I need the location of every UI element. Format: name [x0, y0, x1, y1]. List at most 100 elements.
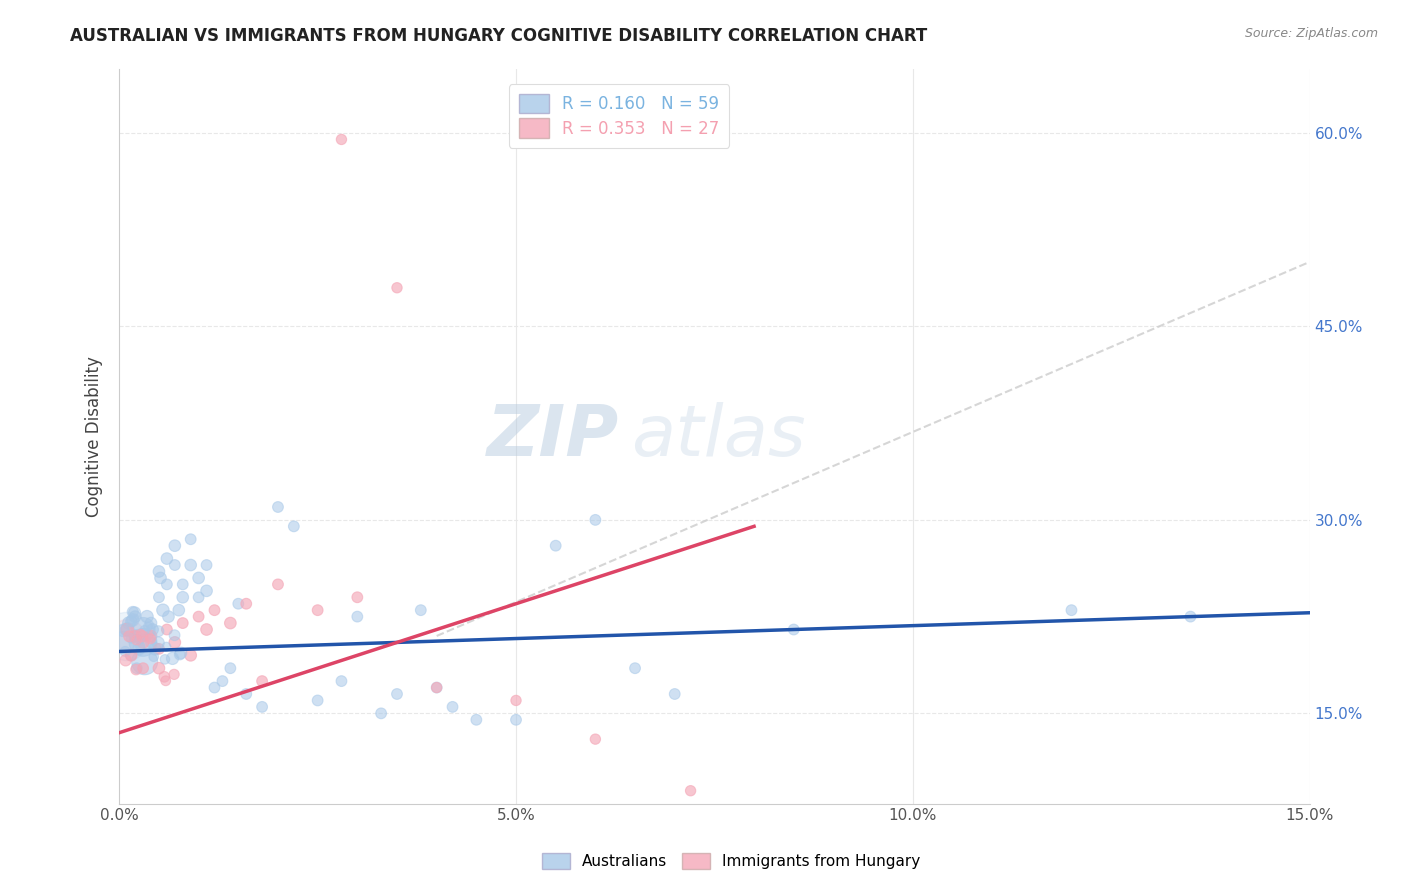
Point: [121, 605, 143, 619]
Point: [120, 648, 142, 663]
Point: [267, 577, 290, 591]
Point: [346, 591, 368, 605]
Point: [187, 591, 209, 605]
Point: [124, 629, 146, 643]
Point: [163, 667, 186, 681]
Point: [204, 681, 226, 695]
Point: [250, 699, 273, 714]
Y-axis label: Cognitive Disability: Cognitive Disability: [86, 356, 103, 516]
Point: [131, 629, 153, 643]
Point: [132, 661, 155, 675]
Point: [120, 614, 142, 628]
Point: [426, 681, 449, 695]
Point: [129, 627, 152, 641]
Point: [235, 597, 257, 611]
Point: [226, 597, 249, 611]
Point: [153, 670, 176, 684]
Point: [370, 706, 392, 721]
Point: [187, 609, 209, 624]
Point: [211, 674, 233, 689]
Point: [170, 646, 193, 660]
Point: [307, 603, 329, 617]
Point: [441, 699, 464, 714]
Text: AUSTRALIAN VS IMMIGRANTS FROM HUNGARY COGNITIVE DISABILITY CORRELATION CHART: AUSTRALIAN VS IMMIGRANTS FROM HUNGARY CO…: [70, 27, 928, 45]
Point: [148, 661, 170, 675]
Text: atlas: atlas: [631, 401, 806, 471]
Point: [111, 624, 134, 638]
Point: [128, 641, 150, 656]
Point: [1180, 609, 1202, 624]
Point: [139, 629, 162, 643]
Point: [163, 539, 186, 553]
Point: [235, 687, 257, 701]
Point: [142, 649, 165, 664]
Point: [134, 655, 156, 669]
Point: [129, 639, 152, 653]
Point: [162, 651, 184, 665]
Point: [132, 623, 155, 637]
Point: [283, 519, 305, 533]
Point: [180, 648, 202, 663]
Point: [172, 591, 194, 605]
Point: [118, 629, 141, 643]
Point: [505, 713, 527, 727]
Point: [132, 635, 155, 649]
Point: [155, 673, 177, 688]
Point: [204, 603, 226, 617]
Point: [155, 640, 177, 654]
Point: [267, 500, 290, 514]
Point: [172, 616, 194, 631]
Point: [142, 623, 165, 637]
Point: [783, 623, 806, 637]
Point: [163, 558, 186, 572]
Point: [112, 635, 135, 649]
Point: [125, 633, 148, 648]
Point: [195, 558, 218, 572]
Point: [180, 533, 202, 547]
Point: [163, 635, 186, 649]
Point: [136, 609, 159, 624]
Point: [115, 629, 138, 643]
Point: [330, 674, 353, 689]
Point: [219, 616, 242, 631]
Point: [134, 623, 156, 637]
Point: [114, 629, 136, 643]
Point: [505, 693, 527, 707]
Point: [121, 613, 143, 627]
Point: [148, 624, 170, 639]
Point: [163, 628, 186, 642]
Point: [330, 132, 353, 146]
Point: [385, 687, 408, 701]
Point: [409, 603, 432, 617]
Point: [385, 281, 408, 295]
Point: [118, 616, 141, 631]
Point: [187, 571, 209, 585]
Point: [172, 577, 194, 591]
Point: [120, 632, 142, 646]
Point: [583, 732, 606, 747]
Point: [250, 674, 273, 689]
Point: [465, 713, 488, 727]
Point: [115, 623, 138, 637]
Point: [136, 619, 159, 633]
Point: [124, 629, 146, 643]
Point: [148, 591, 170, 605]
Point: [156, 551, 179, 566]
Point: [180, 558, 202, 572]
Point: [148, 565, 170, 579]
Point: [149, 571, 172, 585]
Point: [157, 609, 180, 624]
Point: [139, 616, 162, 631]
Point: [156, 577, 179, 591]
Point: [664, 687, 686, 701]
Legend: Australians, Immigrants from Hungary: Australians, Immigrants from Hungary: [536, 847, 927, 875]
Point: [125, 663, 148, 677]
Point: [679, 783, 702, 797]
Point: [148, 636, 170, 650]
Point: [169, 648, 191, 662]
Point: [153, 652, 176, 666]
Point: [195, 623, 218, 637]
Point: [120, 648, 142, 663]
Legend: R = 0.160   N = 59, R = 0.353   N = 27: R = 0.160 N = 59, R = 0.353 N = 27: [509, 84, 730, 148]
Point: [1060, 603, 1083, 617]
